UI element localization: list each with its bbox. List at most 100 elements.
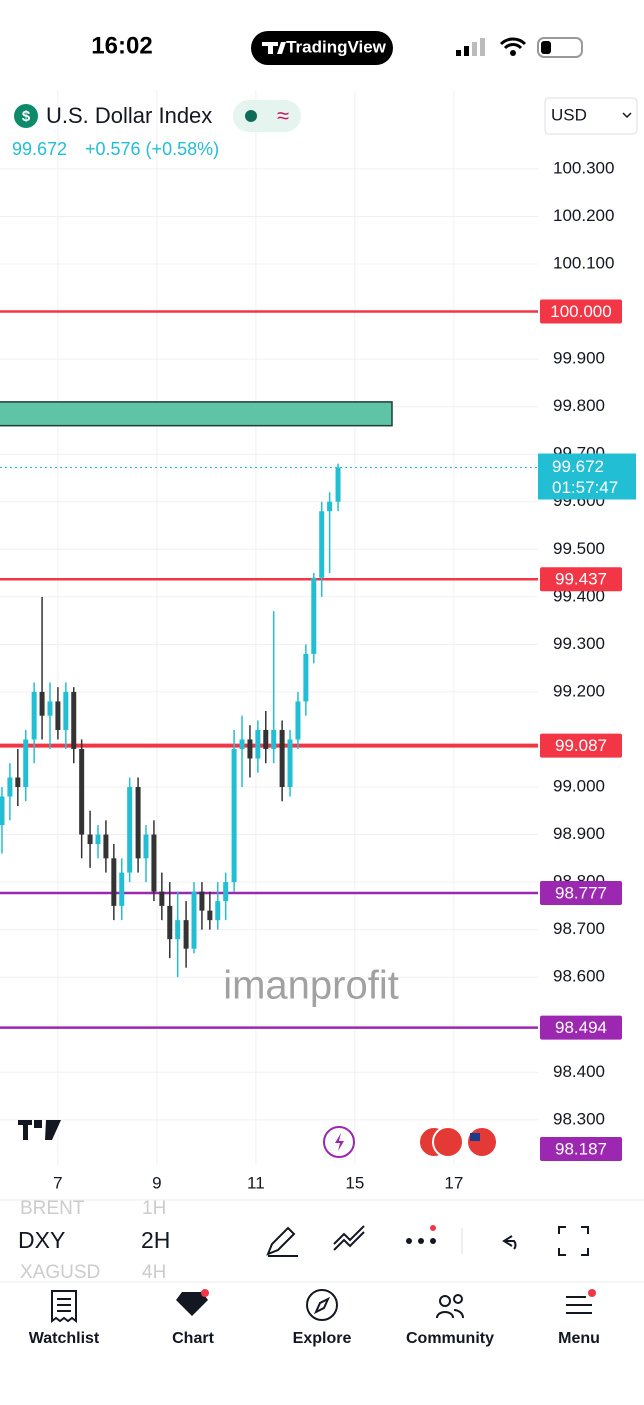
chart-title: U.S. Dollar Index (46, 103, 212, 128)
last-price-tag (538, 453, 636, 500)
draw-tool[interactable] (266, 1226, 298, 1257)
y-tick-label: 98.900 (553, 824, 605, 843)
candle-body (167, 905, 173, 940)
candle-body (71, 691, 77, 749)
price-line-label: 98.777 (555, 884, 607, 903)
nav-community-icon (436, 1294, 464, 1319)
price-line-label: 99.087 (555, 736, 607, 755)
candle-body (95, 834, 101, 845)
app-logo (262, 42, 286, 54)
delay-icon: ≈ (277, 103, 289, 128)
more[interactable] (406, 1225, 436, 1244)
x-tick-label: 11 (247, 1173, 265, 1192)
candle-body (87, 834, 93, 845)
interval-prev[interactable]: 1H (142, 1198, 166, 1219)
candle-body (103, 834, 109, 859)
nav-label[interactable]: Community (406, 1330, 494, 1347)
candle-body (215, 901, 221, 921)
tv-logo (18, 1120, 61, 1140)
symbol[interactable]: DXY (18, 1227, 65, 1253)
countdown: 01:57:47 (552, 478, 618, 497)
nav-dot (201, 1289, 209, 1297)
y-tick-label: 100.300 (553, 158, 614, 177)
candle-body (207, 910, 213, 921)
currency: USD (551, 105, 587, 124)
candle-body (199, 891, 205, 911)
y-tick-label: 98.300 (553, 1109, 605, 1128)
candle-body (15, 777, 21, 788)
candle-body (247, 739, 253, 759)
candle-body (287, 739, 293, 788)
fullscreen[interactable] (558, 1226, 589, 1256)
price-change: +0.576 (+0.58%) (85, 139, 219, 159)
candle-body (63, 691, 69, 730)
x-tick-label: 15 (345, 1173, 364, 1192)
y-tick-label: 98.700 (553, 919, 605, 938)
plot-area (0, 90, 538, 1165)
nav-label[interactable]: Menu (558, 1330, 600, 1347)
watermark: imanprofit (223, 964, 399, 1008)
price-line-tag (540, 299, 622, 324)
symbol-icon (14, 104, 38, 128)
app-name: TradingView (286, 37, 387, 56)
app-pill (251, 31, 393, 65)
candle-body (0, 796, 5, 826)
candle-body (175, 920, 181, 940)
price-line-tag (540, 1015, 622, 1040)
y-tick-label: 99.800 (553, 396, 605, 415)
status-badge[interactable] (233, 100, 301, 132)
candle-body (303, 653, 309, 702)
x-tick-label: 17 (444, 1173, 463, 1192)
indicators-tool[interactable] (333, 1225, 365, 1251)
interval-next[interactable]: 4H (142, 1262, 166, 1283)
candle-body (239, 739, 245, 749)
price-line-tag (540, 733, 622, 758)
nav-label[interactable]: Explore (293, 1330, 352, 1347)
symbol-icon-glyph: $ (22, 108, 31, 125)
candle-body (295, 701, 301, 740)
undo[interactable] (502, 1235, 517, 1250)
event-flags[interactable] (418, 1126, 498, 1158)
candle-body (111, 858, 117, 906)
candle-body (79, 748, 85, 835)
candle-body (231, 748, 237, 883)
candle-body (7, 777, 13, 797)
symbol-next[interactable]: XAGUSD (20, 1262, 100, 1283)
y-tick-label: 100.100 (553, 254, 614, 273)
x-tick-label: 9 (152, 1173, 161, 1192)
price-line-label: 99.437 (555, 570, 607, 589)
candle-body (223, 882, 229, 902)
symbol-prev[interactable]: BRENT (20, 1198, 85, 1219)
candle-body (255, 729, 261, 759)
event-flash[interactable] (323, 1126, 355, 1158)
y-tick-label: 99.900 (553, 349, 605, 368)
candle-body (335, 467, 341, 502)
nav-watchlist-icon (51, 1290, 77, 1323)
nav-explore-icon (306, 1289, 338, 1321)
market-dot (245, 110, 257, 122)
interval[interactable]: 2H (141, 1227, 170, 1253)
candle-body (279, 729, 285, 788)
nav-label[interactable]: Watchlist (29, 1330, 100, 1347)
price-line-label: 98.494 (555, 1018, 607, 1037)
candle-body (31, 691, 37, 740)
flash-glyph (335, 1133, 344, 1151)
price-line-label: 100.000 (550, 302, 611, 321)
candle-body (319, 511, 325, 578)
price-line-tag (540, 567, 622, 592)
price-line-label: 98.187 (555, 1139, 607, 1158)
dropdown-caret (622, 112, 632, 119)
candle-body (39, 691, 45, 716)
y-tick-label: 99.500 (553, 539, 605, 558)
candle-body (119, 872, 125, 906)
chart: 7 9 11 15 17 100.300 100.200 100.100 99.900 99.80… (0, 90, 636, 1192)
nav-label[interactable]: Chart (172, 1330, 214, 1347)
x-tick-label: 7 (53, 1173, 62, 1192)
candle-body (23, 739, 29, 788)
candle-body (47, 701, 53, 716)
candle-body (183, 920, 189, 949)
currency-select[interactable] (544, 97, 638, 135)
candle-body (127, 787, 133, 873)
candle-body (311, 577, 317, 654)
